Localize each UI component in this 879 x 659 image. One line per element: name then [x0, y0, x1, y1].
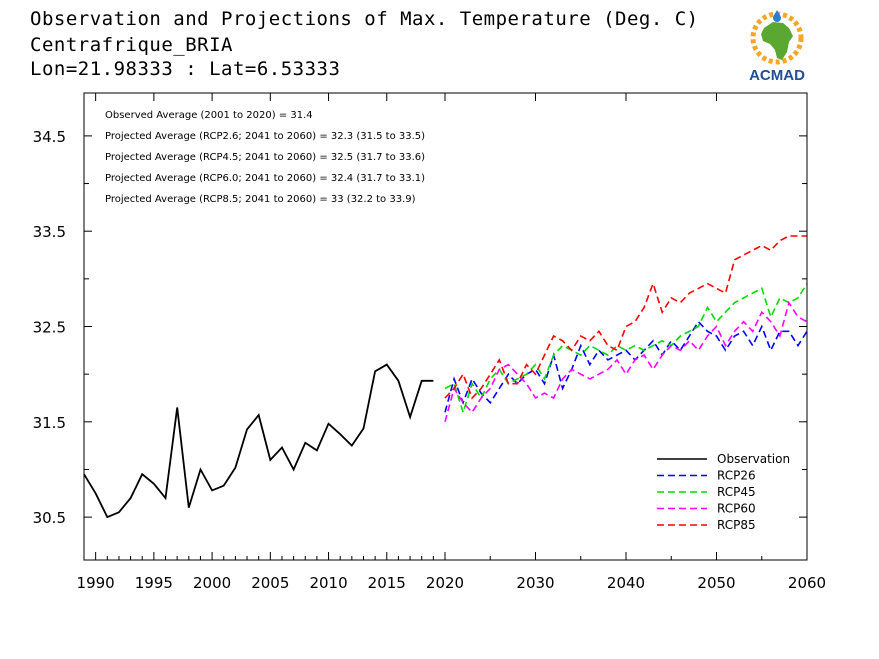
series-line-rcp60	[444, 300, 808, 423]
series-line-observation	[83, 363, 434, 519]
x-tick-label: 2020	[426, 574, 464, 592]
legend-label-observation: Observation	[717, 452, 790, 466]
station-name: Centrafrique_BRIA	[30, 34, 233, 56]
x-tick-label: 2030	[516, 574, 554, 592]
annotation-text: Observed Average (2001 to 2020) = 31.4	[105, 110, 313, 121]
chart-title: Observation and Projections of Max. Temp…	[30, 8, 699, 30]
annotation-text: Projected Average (RCP4.5; 2041 to 2060)…	[105, 152, 425, 163]
legend-label-rcp26: RCP26	[717, 469, 756, 483]
logo-text: ACMAD	[749, 67, 805, 84]
annotation-text: Projected Average (RCP2.6; 2041 to 2060)…	[105, 131, 425, 142]
x-tick-label: 2000	[193, 574, 231, 592]
water-drop-icon	[773, 10, 781, 22]
annotation-text: Projected Average (RCP6.0; 2041 to 2060)…	[105, 173, 425, 184]
africa-map-icon	[761, 22, 793, 60]
y-tick-label: 33.5	[33, 223, 66, 241]
legend-label-rcp60: RCP60	[717, 502, 756, 516]
station-coordinates: Lon=21.98333 : Lat=6.53333	[30, 58, 341, 80]
y-tick-label: 32.5	[33, 319, 66, 337]
x-tick-label: 2050	[697, 574, 735, 592]
x-tick-label: 1995	[135, 574, 173, 592]
x-tick-label: 1990	[77, 574, 115, 592]
acmad-logo: ACMAD	[737, 8, 817, 84]
y-tick-label: 30.5	[33, 509, 66, 527]
x-tick-label: 2010	[309, 574, 347, 592]
annotation-text: Projected Average (RCP8.5; 2041 to 2060)…	[105, 194, 416, 205]
x-tick-label: 2005	[251, 574, 289, 592]
legend-label-rcp85: RCP85	[717, 518, 756, 532]
series-line-rcp45	[444, 283, 808, 415]
y-tick-label: 34.5	[33, 128, 66, 146]
series-line-rcp85	[444, 235, 807, 400]
legend-label-rcp45: RCP45	[717, 485, 756, 499]
x-tick-label: 2060	[788, 574, 826, 592]
x-tick-label: 2015	[368, 574, 406, 592]
y-tick-label: 31.5	[33, 414, 66, 432]
series-line-rcp26	[444, 320, 808, 413]
x-tick-label: 2040	[607, 574, 645, 592]
